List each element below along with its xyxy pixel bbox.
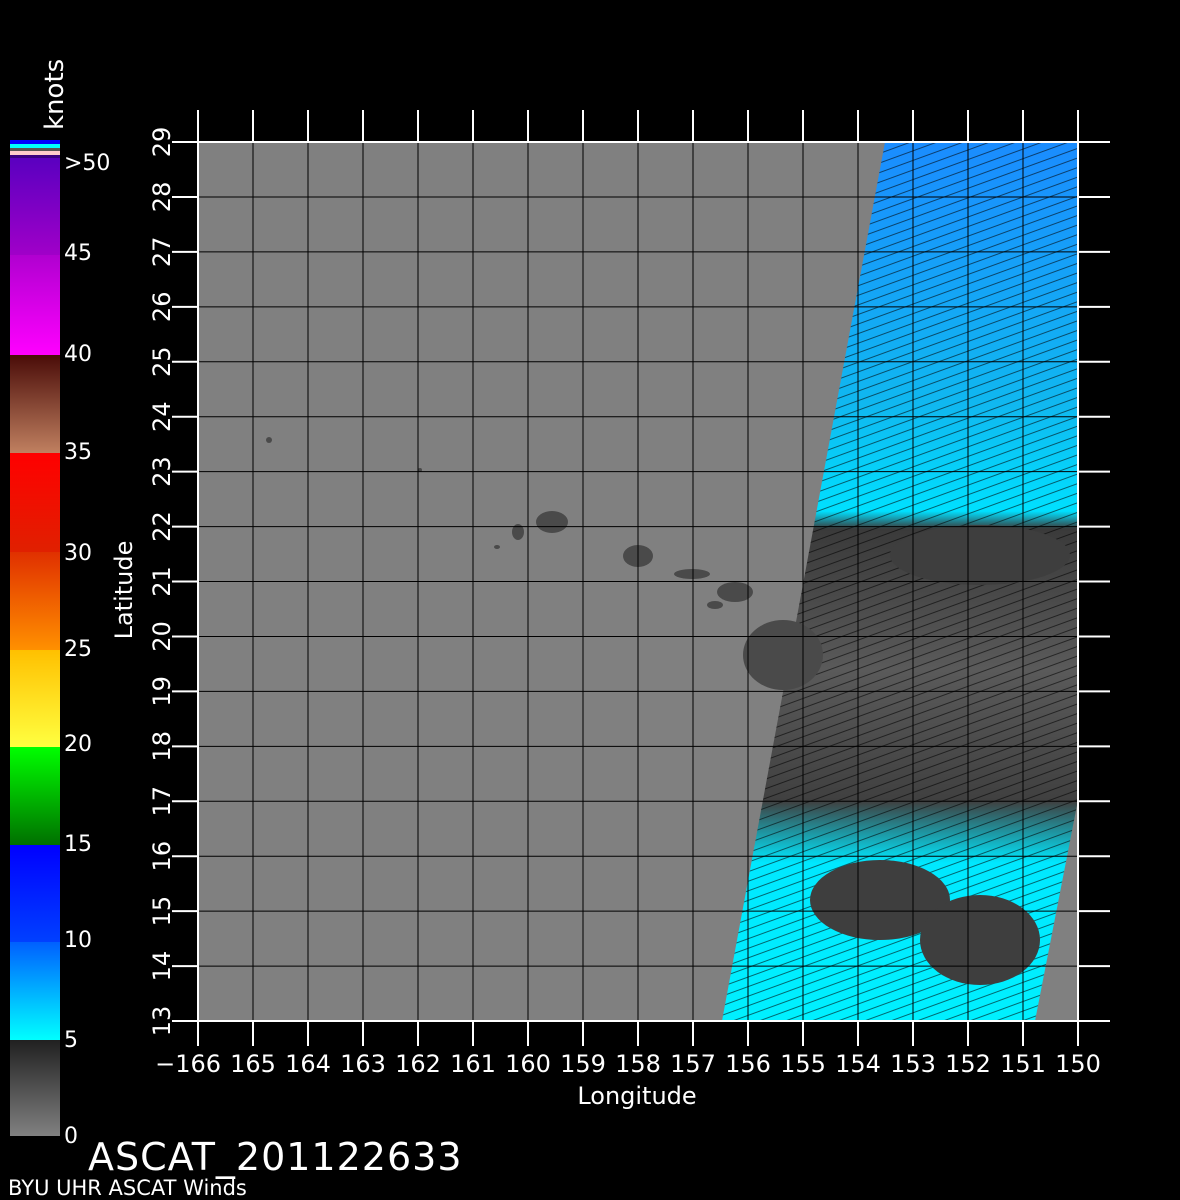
longitude-tick-label: −166 [155, 1050, 221, 1078]
plot-frame [197, 141, 1079, 1022]
island-molokai [674, 569, 710, 579]
island-maui [717, 582, 753, 602]
island-kauai [536, 511, 568, 533]
latitude-tick-label: 21 [148, 566, 176, 597]
latitude-tick-label: 24 [148, 401, 176, 432]
swath-features [810, 525, 1070, 985]
longitude-tick-label: 160 [505, 1050, 551, 1078]
island-hawaii [743, 620, 823, 690]
colorbar-label: 35 [64, 440, 92, 465]
longitude-tick-label: 150 [1055, 1050, 1101, 1078]
image-title: ASCAT_201122633 [88, 1135, 463, 1179]
latitude-tick-label: 17 [148, 786, 176, 817]
y-axis-label: Latitude [110, 541, 138, 640]
colorbar-label: 5 [64, 1028, 78, 1053]
longitude-tick-label: 159 [560, 1050, 606, 1078]
longitude-tick-label: 154 [835, 1050, 881, 1078]
latitude-tick-labels: 13 14 15 16 17 18 19 20 21 22 23 24 25 26 27 28 29 [148, 127, 176, 1037]
latitude-tick-label: 28 [148, 182, 176, 213]
image-subtitle: BYU UHR ASCAT Winds [8, 1176, 247, 1200]
colorbar-label: 40 [64, 342, 92, 367]
longitude-tick-label: 156 [725, 1050, 771, 1078]
colorbar-label: >50 [64, 151, 111, 176]
colorbar-label: 45 [64, 241, 92, 266]
longitude-tick-label: 157 [670, 1050, 716, 1078]
longitude-tick-label: 155 [780, 1050, 826, 1078]
latitude-tick-label: 26 [148, 292, 176, 323]
latitude-tick-label: 25 [148, 346, 176, 377]
longitude-tick-labels: −166 165 164 163 162 161 160 159 158 157 156 155 154… [155, 1050, 1101, 1078]
longitude-tick-label: 165 [230, 1050, 276, 1078]
axis-ticks [172, 110, 1110, 1046]
latitude-tick-label: 29 [148, 127, 176, 158]
longitude-tick-label: 164 [285, 1050, 331, 1078]
longitude-tick-label: 162 [395, 1050, 441, 1078]
colorbar-label: 30 [64, 541, 92, 566]
latitude-tick-label: 13 [148, 1006, 176, 1037]
latitude-tick-label: 27 [148, 237, 176, 268]
colorbar-label: 20 [64, 732, 92, 757]
latitude-tick-label: 14 [148, 951, 176, 982]
colorbar-label: 10 [64, 928, 92, 953]
longitude-tick-label: 158 [615, 1050, 661, 1078]
colorbar-label: 15 [64, 832, 92, 857]
latitude-tick-label: 15 [148, 896, 176, 927]
longitude-tick-label: 151 [1000, 1050, 1046, 1078]
latitude-tick-label: 23 [148, 456, 176, 487]
colorbar [10, 140, 60, 1136]
latitude-tick-label: 16 [148, 841, 176, 872]
colorbar-label: 25 [64, 637, 92, 662]
latitude-tick-label: 22 [148, 511, 176, 542]
latitude-tick-label: 18 [148, 731, 176, 762]
latitude-tick-label: 19 [148, 676, 176, 707]
longitude-tick-label: 152 [945, 1050, 991, 1078]
latitude-tick-label: 20 [148, 621, 176, 652]
colorbar-label: 0 [64, 1124, 78, 1149]
island-niihau [512, 524, 524, 540]
longitude-tick-label: 153 [890, 1050, 936, 1078]
longitude-tick-label: 163 [340, 1050, 386, 1078]
longitude-tick-label: 161 [450, 1050, 496, 1078]
x-axis-label: Longitude [577, 1082, 696, 1110]
